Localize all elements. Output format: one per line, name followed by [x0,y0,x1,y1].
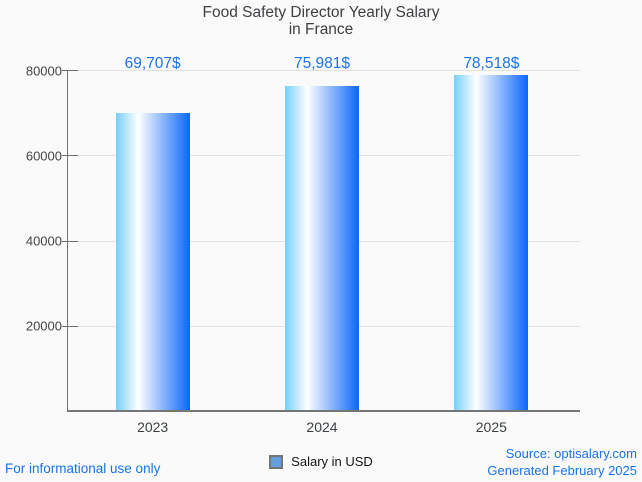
x-axis-label: 2023 [137,419,169,435]
x-axis-label: 2024 [306,419,338,435]
generated-text: Generated February 2025 [487,463,637,478]
y-axis-label: 60000 [25,148,62,164]
source-text: Source: optisalary.com [505,446,637,461]
y-axis-tick [62,70,78,71]
y-axis-label: 20000 [25,318,62,334]
x-axis [67,410,580,412]
salary-bar [454,75,529,410]
bar-value-label: 69,707$ [124,55,181,72]
y-axis-tick [62,155,78,157]
chart-title-line2: in France [288,21,354,38]
y-axis-tick [62,240,78,242]
salary-bar [115,113,190,410]
y-axis-tick [62,325,78,327]
source-block: Source: optisalary.com Generated Februar… [487,445,637,479]
legend: Salary in USD [0,454,642,469]
salary-bar [285,86,359,410]
bar-value-label: 78,518$ [463,55,520,72]
gridline [68,70,580,71]
y-axis-label: 80000 [25,63,62,78]
disclaimer-text: For informational use only [5,461,161,476]
chart-title: Food Safety Director Yearly Salary in Fr… [0,4,642,38]
y-axis [67,70,68,411]
legend-label: Salary in USD [291,454,373,469]
y-axis-label: 40000 [25,233,62,249]
legend-swatch-icon [269,454,284,469]
chart-title-line1: Food Safety Director Yearly Salary [202,4,440,21]
x-axis-label: 2025 [475,419,507,435]
bar-value-label: 75,981$ [293,55,351,72]
